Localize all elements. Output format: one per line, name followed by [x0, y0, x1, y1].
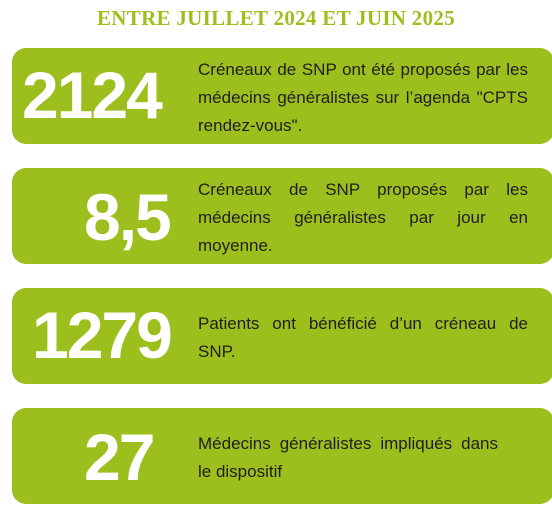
- stat-value: 8,5: [84, 180, 172, 254]
- stat-description: Créneaux de SNP ont été proposés par les…: [198, 60, 528, 135]
- stat-card-patients: 1279 Patients ont bénéficié d’un créneau…: [12, 288, 552, 384]
- stat-card-medecins: 27 Médecins généralistes impliqués dans …: [12, 408, 552, 504]
- stat-description: Patients ont bénéficié d’un créneau de S…: [198, 314, 528, 361]
- stat-card-creneaux-proposes: 2124 Créneaux de SNP ont été proposés pa…: [12, 48, 552, 144]
- stat-description: Créneaux de SNP proposés par les médecin…: [198, 180, 528, 255]
- stat-description: Médecins généralistes impliqués dans le …: [198, 434, 498, 481]
- stat-value: 2124: [22, 58, 163, 132]
- stat-value: 1279: [32, 298, 173, 372]
- stat-card-creneaux-par-jour: 8,5 Créneaux de SNP proposés par les méd…: [12, 168, 552, 264]
- stat-value: 27: [84, 420, 155, 494]
- page-title: ENTRE JUILLET 2024 ET JUIN 2025: [96, 6, 456, 30]
